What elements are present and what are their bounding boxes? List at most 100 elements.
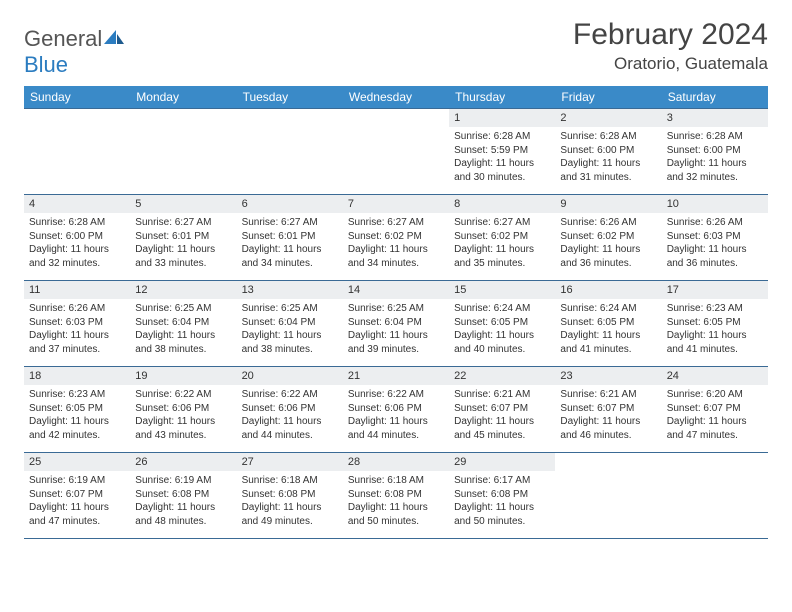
daylight-text: Daylight: 11 hours and 34 minutes.: [242, 243, 338, 270]
sunrise-text: Sunrise: 6:25 AM: [242, 302, 338, 316]
calendar-cell: 6Sunrise: 6:27 AMSunset: 6:01 PMDaylight…: [237, 195, 343, 281]
brand-name-a: General: [24, 26, 102, 51]
day-number: 5: [130, 195, 236, 213]
day-number: 22: [449, 367, 555, 385]
daylight-text: Daylight: 11 hours and 46 minutes.: [560, 415, 656, 442]
daylight-text: Daylight: 11 hours and 44 minutes.: [348, 415, 444, 442]
sunset-text: Sunset: 6:06 PM: [348, 402, 444, 416]
day-number: 1: [449, 109, 555, 127]
day-number: 29: [449, 453, 555, 471]
calendar-cell: 9Sunrise: 6:26 AMSunset: 6:02 PMDaylight…: [555, 195, 661, 281]
day-detail: Sunrise: 6:28 AMSunset: 6:00 PMDaylight:…: [662, 127, 768, 188]
day-detail: Sunrise: 6:19 AMSunset: 6:08 PMDaylight:…: [130, 471, 236, 532]
calendar-cell: 25Sunrise: 6:19 AMSunset: 6:07 PMDayligh…: [24, 453, 130, 539]
day-detail: Sunrise: 6:26 AMSunset: 6:03 PMDaylight:…: [662, 213, 768, 274]
day-number: 11: [24, 281, 130, 299]
weekday-header: Monday: [130, 86, 236, 109]
sunrise-text: Sunrise: 6:22 AM: [135, 388, 231, 402]
day-number: [662, 453, 768, 471]
location-label: Oratorio, Guatemala: [573, 54, 768, 74]
sunrise-text: Sunrise: 6:21 AM: [454, 388, 550, 402]
calendar-cell: 12Sunrise: 6:25 AMSunset: 6:04 PMDayligh…: [130, 281, 236, 367]
sunset-text: Sunset: 6:00 PM: [29, 230, 125, 244]
calendar-cell: [555, 453, 661, 539]
calendar-week: 1Sunrise: 6:28 AMSunset: 5:59 PMDaylight…: [24, 109, 768, 195]
calendar-cell: [237, 109, 343, 195]
sunset-text: Sunset: 6:07 PM: [29, 488, 125, 502]
sunrise-text: Sunrise: 6:27 AM: [135, 216, 231, 230]
sunrise-text: Sunrise: 6:26 AM: [667, 216, 763, 230]
sunset-text: Sunset: 6:03 PM: [667, 230, 763, 244]
sunset-text: Sunset: 6:05 PM: [454, 316, 550, 330]
calendar-cell: 26Sunrise: 6:19 AMSunset: 6:08 PMDayligh…: [130, 453, 236, 539]
day-detail: Sunrise: 6:26 AMSunset: 6:02 PMDaylight:…: [555, 213, 661, 274]
day-detail: Sunrise: 6:20 AMSunset: 6:07 PMDaylight:…: [662, 385, 768, 446]
calendar-cell: 22Sunrise: 6:21 AMSunset: 6:07 PMDayligh…: [449, 367, 555, 453]
daylight-text: Daylight: 11 hours and 50 minutes.: [348, 501, 444, 528]
sunset-text: Sunset: 6:04 PM: [348, 316, 444, 330]
day-number: 23: [555, 367, 661, 385]
sunrise-text: Sunrise: 6:19 AM: [29, 474, 125, 488]
month-title: February 2024: [573, 18, 768, 52]
daylight-text: Daylight: 11 hours and 30 minutes.: [454, 157, 550, 184]
calendar-week: 11Sunrise: 6:26 AMSunset: 6:03 PMDayligh…: [24, 281, 768, 367]
daylight-text: Daylight: 11 hours and 33 minutes.: [135, 243, 231, 270]
day-number: 28: [343, 453, 449, 471]
day-detail: Sunrise: 6:27 AMSunset: 6:01 PMDaylight:…: [130, 213, 236, 274]
daylight-text: Daylight: 11 hours and 50 minutes.: [454, 501, 550, 528]
sunrise-text: Sunrise: 6:28 AM: [667, 130, 763, 144]
sail-icon: [102, 28, 126, 46]
sunset-text: Sunset: 6:08 PM: [348, 488, 444, 502]
daylight-text: Daylight: 11 hours and 34 minutes.: [348, 243, 444, 270]
daylight-text: Daylight: 11 hours and 44 minutes.: [242, 415, 338, 442]
calendar-cell: 4Sunrise: 6:28 AMSunset: 6:00 PMDaylight…: [24, 195, 130, 281]
day-number: [24, 109, 130, 127]
day-number: 9: [555, 195, 661, 213]
sunset-text: Sunset: 6:05 PM: [667, 316, 763, 330]
sunset-text: Sunset: 6:07 PM: [560, 402, 656, 416]
sunset-text: Sunset: 5:59 PM: [454, 144, 550, 158]
calendar-cell: 23Sunrise: 6:21 AMSunset: 6:07 PMDayligh…: [555, 367, 661, 453]
calendar-week: 4Sunrise: 6:28 AMSunset: 6:00 PMDaylight…: [24, 195, 768, 281]
sunrise-text: Sunrise: 6:24 AM: [560, 302, 656, 316]
day-detail: Sunrise: 6:25 AMSunset: 6:04 PMDaylight:…: [130, 299, 236, 360]
day-number: 18: [24, 367, 130, 385]
calendar-cell: 21Sunrise: 6:22 AMSunset: 6:06 PMDayligh…: [343, 367, 449, 453]
day-detail: Sunrise: 6:26 AMSunset: 6:03 PMDaylight:…: [24, 299, 130, 360]
calendar-cell: 24Sunrise: 6:20 AMSunset: 6:07 PMDayligh…: [662, 367, 768, 453]
sunrise-text: Sunrise: 6:22 AM: [242, 388, 338, 402]
sunset-text: Sunset: 6:01 PM: [135, 230, 231, 244]
calendar-cell: 3Sunrise: 6:28 AMSunset: 6:00 PMDaylight…: [662, 109, 768, 195]
calendar-header-row: SundayMondayTuesdayWednesdayThursdayFrid…: [24, 86, 768, 109]
sunrise-text: Sunrise: 6:27 AM: [242, 216, 338, 230]
day-number: 17: [662, 281, 768, 299]
day-detail: Sunrise: 6:22 AMSunset: 6:06 PMDaylight:…: [237, 385, 343, 446]
sunrise-text: Sunrise: 6:26 AM: [29, 302, 125, 316]
day-detail: Sunrise: 6:17 AMSunset: 6:08 PMDaylight:…: [449, 471, 555, 532]
sunset-text: Sunset: 6:06 PM: [135, 402, 231, 416]
day-number: 14: [343, 281, 449, 299]
day-detail: Sunrise: 6:22 AMSunset: 6:06 PMDaylight:…: [343, 385, 449, 446]
sunrise-text: Sunrise: 6:28 AM: [29, 216, 125, 230]
day-number: 16: [555, 281, 661, 299]
day-detail: Sunrise: 6:25 AMSunset: 6:04 PMDaylight:…: [237, 299, 343, 360]
sunset-text: Sunset: 6:05 PM: [560, 316, 656, 330]
sunrise-text: Sunrise: 6:18 AM: [348, 474, 444, 488]
daylight-text: Daylight: 11 hours and 45 minutes.: [454, 415, 550, 442]
sunset-text: Sunset: 6:08 PM: [454, 488, 550, 502]
day-detail: Sunrise: 6:25 AMSunset: 6:04 PMDaylight:…: [343, 299, 449, 360]
day-number: [555, 453, 661, 471]
calendar-cell: 20Sunrise: 6:22 AMSunset: 6:06 PMDayligh…: [237, 367, 343, 453]
calendar-cell: 8Sunrise: 6:27 AMSunset: 6:02 PMDaylight…: [449, 195, 555, 281]
daylight-text: Daylight: 11 hours and 32 minutes.: [667, 157, 763, 184]
calendar-cell: 15Sunrise: 6:24 AMSunset: 6:05 PMDayligh…: [449, 281, 555, 367]
calendar-cell: 10Sunrise: 6:26 AMSunset: 6:03 PMDayligh…: [662, 195, 768, 281]
weekday-header: Wednesday: [343, 86, 449, 109]
calendar-cell: [24, 109, 130, 195]
brand-logo: GeneralBlue: [24, 18, 126, 78]
weekday-header: Sunday: [24, 86, 130, 109]
day-number: 2: [555, 109, 661, 127]
brand-name: GeneralBlue: [24, 26, 126, 78]
sunrise-text: Sunrise: 6:19 AM: [135, 474, 231, 488]
day-detail: Sunrise: 6:19 AMSunset: 6:07 PMDaylight:…: [24, 471, 130, 532]
